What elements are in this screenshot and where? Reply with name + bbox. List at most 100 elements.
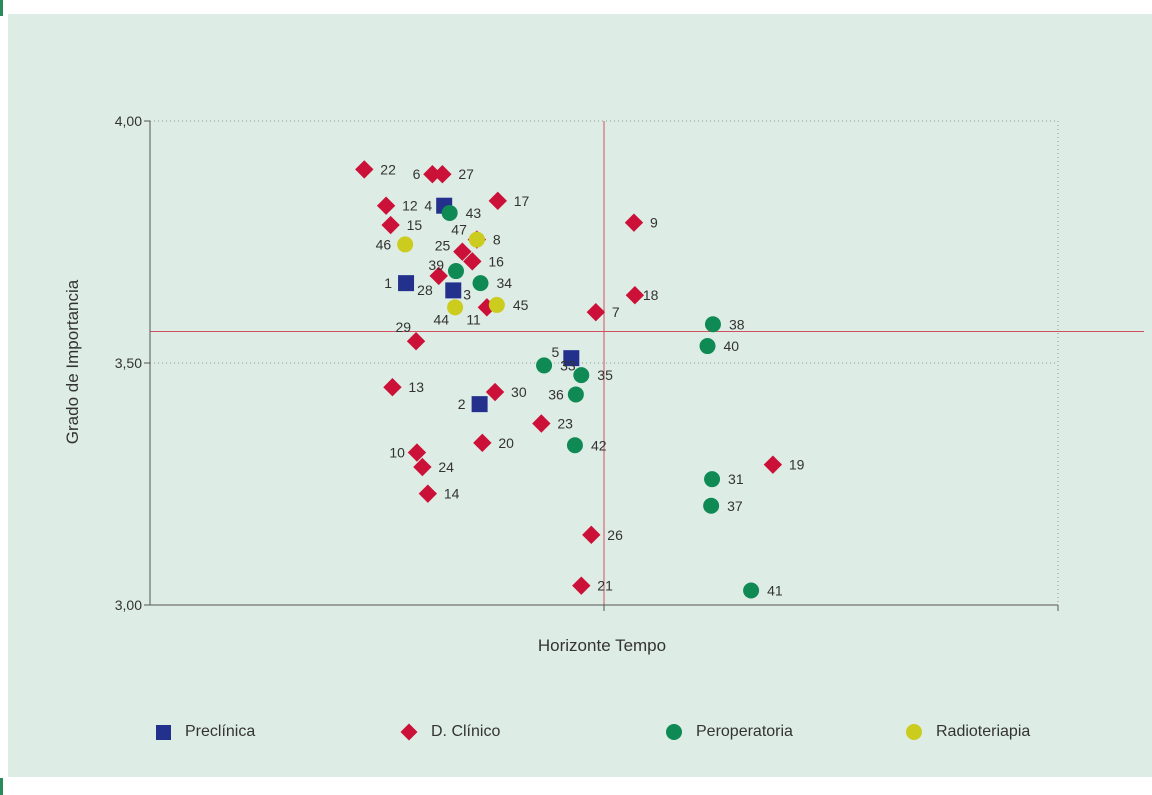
data-point-diamond	[355, 160, 374, 179]
data-label: 46	[376, 236, 392, 252]
data-label: 21	[597, 578, 613, 594]
data-point-diamond	[413, 457, 432, 477]
data-label: 5	[552, 344, 560, 360]
data-label: 39	[428, 257, 444, 273]
data-point-square	[563, 350, 580, 367]
data-label: 25	[435, 238, 451, 254]
data-label: 44	[434, 311, 450, 327]
data-point-circle	[704, 316, 721, 333]
data-point-diamond	[488, 191, 507, 211]
data-point-circle	[573, 367, 590, 384]
data-label: 11	[466, 311, 481, 327]
data-point-diamond	[572, 576, 591, 595]
data-point-diamond	[624, 213, 644, 232]
data-label: 34	[497, 275, 513, 291]
data-point-circle	[441, 204, 458, 221]
data-point-diamond	[473, 433, 492, 453]
data-point-diamond	[429, 266, 448, 286]
data-label: 6	[413, 166, 421, 182]
axes: 3,00 3,50 4,00	[115, 113, 1059, 613]
data-label: 27	[458, 166, 474, 182]
data-label: 10	[389, 445, 405, 461]
data-label: 2	[458, 396, 466, 412]
data-point-diamond	[418, 484, 438, 503]
data-point-circle	[488, 296, 505, 313]
data-label: 47	[451, 222, 467, 238]
data-label: 23	[557, 416, 573, 432]
data-labels: 1234567891011121314151617181920212223242…	[376, 161, 805, 598]
data-point-diamond	[485, 382, 505, 402]
data-label: 36	[548, 386, 564, 402]
data-label: 13	[408, 379, 424, 395]
data-label: 9	[650, 215, 658, 231]
data-label: 35	[597, 367, 613, 383]
data-point-circle	[704, 471, 721, 488]
data-point-diamond	[453, 242, 472, 261]
data-label: 29	[395, 319, 411, 335]
x-axis-title: Horizonte Tempo	[538, 636, 666, 655]
data-label: 40	[724, 338, 740, 354]
data-label: 31	[728, 471, 744, 487]
data-label: 28	[417, 282, 433, 298]
data-label: 42	[591, 437, 607, 453]
data-point-diamond	[582, 525, 601, 545]
grid-layer	[150, 120, 1059, 605]
data-point-circle	[472, 275, 489, 292]
data-point-circle	[447, 263, 464, 280]
data-label: 14	[444, 486, 460, 502]
data-label: 8	[493, 232, 501, 248]
data-point-circle	[743, 582, 760, 599]
data-label: 12	[402, 198, 418, 214]
page-edge-mark	[0, 778, 3, 795]
data-point-circle	[566, 437, 583, 454]
data-label: 17	[514, 193, 530, 209]
data-label: 33	[560, 357, 576, 373]
data-point-square	[445, 282, 462, 299]
data-point-diamond	[763, 455, 783, 474]
data-point-diamond	[381, 215, 400, 235]
data-label: 37	[727, 498, 743, 514]
data-point-diamond	[407, 443, 427, 462]
y-tick-label: 3,00	[115, 597, 142, 613]
y-tick-label: 3,50	[115, 355, 142, 371]
data-point-diamond	[586, 302, 606, 322]
data-label: 4	[424, 198, 432, 214]
data-point-diamond	[406, 332, 426, 351]
data-point-circle	[703, 497, 720, 514]
data-label: 16	[488, 253, 504, 269]
data-point-diamond	[376, 196, 396, 215]
data-label: 38	[729, 316, 745, 332]
data-point-diamond	[433, 165, 452, 184]
data-point-square	[471, 396, 488, 413]
data-point-circle	[447, 299, 464, 316]
data-point-circle	[468, 231, 485, 248]
data-points	[355, 160, 783, 599]
data-label: 43	[466, 205, 482, 221]
data-point-circle	[699, 338, 716, 355]
data-point-circle	[567, 386, 584, 403]
data-label: 18	[643, 287, 659, 303]
data-label: 7	[612, 304, 620, 320]
data-label: 20	[498, 435, 514, 451]
data-label: 45	[513, 297, 529, 313]
data-point-circle	[397, 236, 414, 253]
data-point-square	[398, 275, 415, 292]
data-point-diamond	[383, 378, 402, 397]
data-label: 15	[407, 217, 423, 233]
data-point-diamond	[532, 414, 551, 433]
data-label: 22	[380, 161, 396, 177]
data-label: 30	[511, 384, 527, 400]
data-point-circle	[536, 357, 553, 374]
reference-lines	[150, 121, 1144, 605]
page-edge-mark	[0, 0, 3, 16]
data-label: 41	[767, 582, 783, 598]
y-axis-title: Grado de Importancia	[63, 279, 82, 444]
y-tick-label: 4,00	[115, 113, 142, 129]
data-label: 26	[607, 527, 623, 543]
data-label: 19	[789, 457, 805, 473]
data-label: 3	[463, 286, 471, 302]
data-point-diamond	[625, 286, 645, 305]
data-point-diamond	[423, 165, 442, 184]
data-label: 1	[384, 275, 392, 291]
